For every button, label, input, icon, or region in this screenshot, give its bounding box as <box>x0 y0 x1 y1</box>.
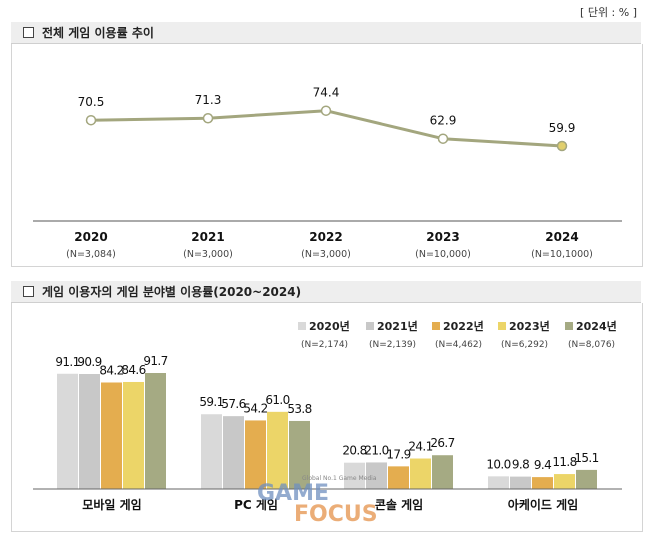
checkbox-square-icon <box>23 27 34 38</box>
bar <box>432 455 453 489</box>
bar-value-label: 57.6 <box>221 397 245 411</box>
bar-value-label: 9.8 <box>512 458 529 472</box>
bar-category-label: 아케이드 게임 <box>508 497 578 512</box>
legend-swatch <box>366 322 374 330</box>
bar <box>101 382 122 489</box>
line-x-tick-label: 2023 <box>426 230 459 244</box>
legend-label: 2020년 <box>309 319 350 333</box>
bar <box>289 420 310 489</box>
bar-value-label: 26.7 <box>430 436 454 450</box>
line-value-label: 70.5 <box>78 95 105 109</box>
bar-value-label: 15.1 <box>574 451 598 465</box>
line-x-sublabel: (N=10,000) <box>415 249 471 260</box>
line-point <box>85 114 97 126</box>
bar-value-label: 59.1 <box>199 395 223 409</box>
bar <box>410 458 431 489</box>
bar <box>145 373 166 489</box>
line-point <box>556 140 568 152</box>
bar <box>201 414 222 489</box>
watermark-subtitle: Global No.1 Game Media <box>302 475 377 482</box>
bar-value-label: 9.4 <box>534 458 551 472</box>
legend-swatch <box>498 322 506 330</box>
line-chart-header: 전체 게임 이용률 추이 <box>11 22 641 44</box>
bar-value-label: 91.7 <box>143 354 167 368</box>
bar <box>532 477 553 489</box>
bar <box>554 474 575 489</box>
legend-label: 2024년 <box>576 319 617 333</box>
legend-label: 2021년 <box>377 319 418 333</box>
line-chart-frame <box>11 44 643 267</box>
legend-swatch <box>298 322 306 330</box>
line-value-label: 74.4 <box>313 86 340 100</box>
line-series <box>90 109 563 148</box>
line-x-sublabel: (N=10,1000) <box>531 249 593 260</box>
legend-label: 2023년 <box>509 319 550 333</box>
bar-value-label: 61.0 <box>265 393 289 407</box>
bar <box>123 381 144 489</box>
line-x-tick-label: 2024 <box>545 230 578 244</box>
line-point <box>202 112 214 124</box>
bar <box>57 373 78 489</box>
checkbox-square-icon <box>23 286 34 297</box>
bar <box>344 462 365 489</box>
legend-swatch <box>432 322 440 330</box>
legend-sublabel: (N=2,139) <box>369 340 416 350</box>
bar <box>223 416 244 489</box>
bar-value-label: 91.1 <box>55 355 79 369</box>
watermark-game: GAME <box>257 481 329 506</box>
line-point <box>437 133 449 144</box>
legend-sublabel: (N=6,292) <box>501 340 548 350</box>
legend-sublabel: (N=2,174) <box>301 340 348 350</box>
bar-chart-header: 게임 이용자의 게임 분야별 이용률(2020~2024) <box>11 281 641 303</box>
bar-chart-title: 게임 이용자의 게임 분야별 이용률(2020~2024) <box>42 285 302 299</box>
unit-label: [ 단위 : % ] <box>580 6 637 19</box>
bar-value-label: 24.1 <box>408 440 432 454</box>
bar <box>388 466 409 489</box>
bar <box>576 469 597 489</box>
legend-sublabel: (N=4,462) <box>435 340 482 350</box>
legend-sublabel: (N=8,076) <box>568 340 615 350</box>
bar-value-label: 54.2 <box>243 401 267 415</box>
line-value-label: 59.9 <box>549 121 576 135</box>
bar-category-label: 콘솔 게임 <box>375 498 423 512</box>
bar-value-label: 20.8 <box>342 444 366 458</box>
bar-value-label: 10.0 <box>486 457 510 471</box>
line-chart-title: 전체 게임 이용률 추이 <box>42 26 154 40</box>
legend-swatch <box>565 322 573 330</box>
bar-value-label: 84.2 <box>99 363 123 377</box>
line-point <box>320 105 332 116</box>
bar <box>79 374 100 489</box>
bar-value-label: 17.9 <box>386 447 410 461</box>
bar <box>245 420 266 489</box>
line-x-tick-label: 2020 <box>74 230 107 244</box>
bar-category-label: 모바일 게임 <box>82 497 141 512</box>
line-x-tick-label: 2021 <box>191 230 224 244</box>
line-x-tick-label: 2022 <box>309 230 342 244</box>
bar-value-label: 21.0 <box>364 443 388 457</box>
line-x-sublabel: (N=3,000) <box>301 249 351 260</box>
bar-value-label: 11.8 <box>552 455 576 469</box>
bar <box>488 476 509 489</box>
legend-label: 2022년 <box>443 319 484 333</box>
bar-value-label: 53.8 <box>287 402 311 416</box>
bar <box>510 476 531 489</box>
bar <box>366 462 387 489</box>
watermark-focus: FOCUS <box>294 502 378 527</box>
line-value-label: 62.9 <box>430 114 457 128</box>
bar <box>267 411 288 489</box>
line-x-sublabel: (N=3,084) <box>66 249 116 260</box>
line-value-label: 71.3 <box>195 93 222 107</box>
bar-category-label: PC 게임 <box>234 498 278 512</box>
bar-value-label: 84.6 <box>121 363 145 377</box>
bar-chart-frame <box>11 303 643 532</box>
bar-value-label: 90.9 <box>77 355 101 369</box>
line-x-sublabel: (N=3,000) <box>183 249 233 260</box>
